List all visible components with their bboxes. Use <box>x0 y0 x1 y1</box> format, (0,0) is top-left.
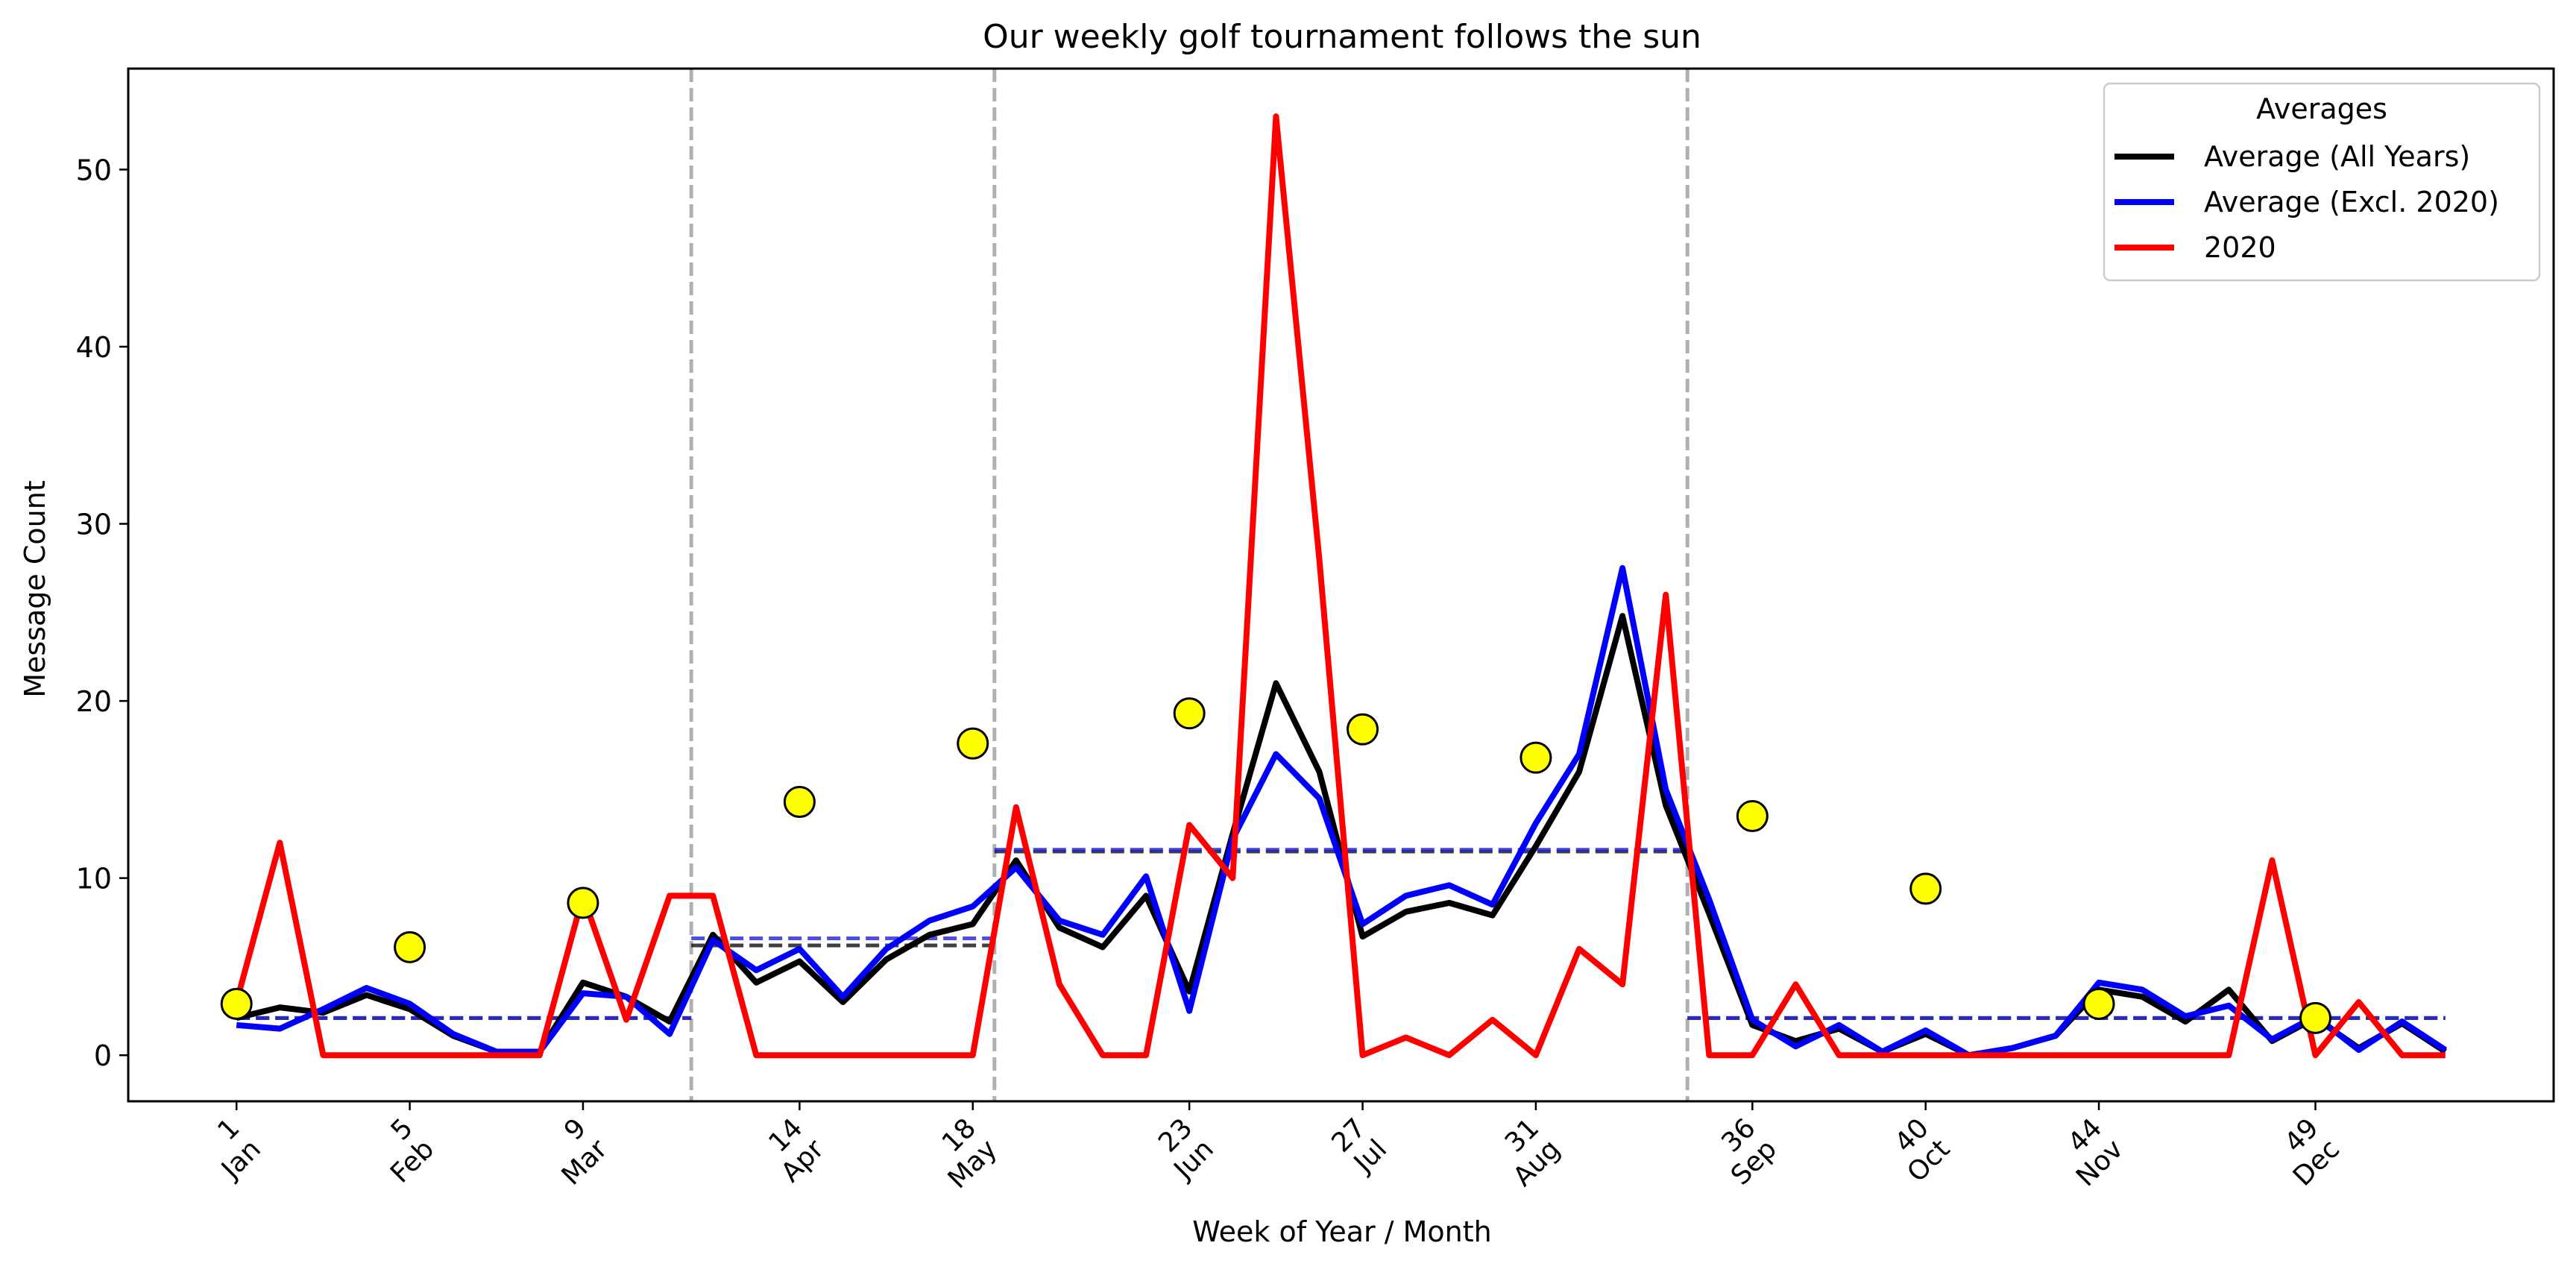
marker-point <box>957 727 989 760</box>
x-tick-label: 44Nov <box>2050 1112 2129 1192</box>
marker-point <box>1347 713 1379 746</box>
marker-point <box>220 987 253 1020</box>
plot-frame <box>127 67 2555 1103</box>
x-tick-label: 31Aug <box>1487 1112 1566 1192</box>
legend-box <box>2103 82 2541 282</box>
x-tick-label: 40Oct <box>1880 1112 1956 1188</box>
x-axis-label: Week of Year / Month <box>1192 1215 1491 1248</box>
x-tick-label: 1Jan <box>194 1112 267 1186</box>
x-tick-label: 18May <box>921 1112 1003 1194</box>
legend-label: Average (Excl. 2020) <box>2204 186 2499 218</box>
x-tick-label: 5Feb <box>364 1112 440 1189</box>
x-tick-label: 14Apr <box>755 1112 830 1188</box>
x-tick-label: 36Sep <box>1704 1112 1783 1191</box>
marker-point <box>1173 697 1206 730</box>
marker-point <box>1520 741 1552 774</box>
y-tick-label: 10 <box>76 863 112 895</box>
x-tick-month: Mar <box>556 1134 614 1191</box>
legend-label: Average (All Years) <box>2204 140 2470 173</box>
marker-point <box>1909 872 1942 905</box>
marker-point <box>783 786 816 819</box>
y-tick-label: 50 <box>76 154 112 186</box>
marker-point <box>2299 1001 2332 1034</box>
y-axis-label: Message Count <box>19 480 51 697</box>
x-tick-label: 23Jun <box>1146 1112 1219 1186</box>
legend-title: Averages <box>2256 92 2387 125</box>
marker-point <box>567 887 599 919</box>
x-tick-label: 27Jul <box>1326 1112 1394 1180</box>
marker-point <box>1736 800 1769 833</box>
series-line-1 <box>236 564 2447 1059</box>
y-tick-label: 20 <box>76 685 112 718</box>
x-tick-month: Jan <box>215 1134 267 1186</box>
x-tick-label: 9Mar <box>535 1112 613 1191</box>
marker-point <box>394 931 426 963</box>
y-tick-label: 30 <box>76 509 112 541</box>
x-tick-month: Feb <box>385 1134 440 1189</box>
legend: Averages Average (All Years) Average (Excl… <box>2103 82 2541 282</box>
x-tick-label: 49Dec <box>2267 1112 2346 1192</box>
y-tick-label: 40 <box>76 331 112 364</box>
legend-label: 2020 <box>2204 231 2276 264</box>
chart-title: Our weekly golf tournament follows the s… <box>983 18 1701 56</box>
y-tick-label: 0 <box>94 1039 112 1072</box>
marker-point <box>2082 987 2115 1020</box>
series-line-2 <box>233 113 2446 1059</box>
